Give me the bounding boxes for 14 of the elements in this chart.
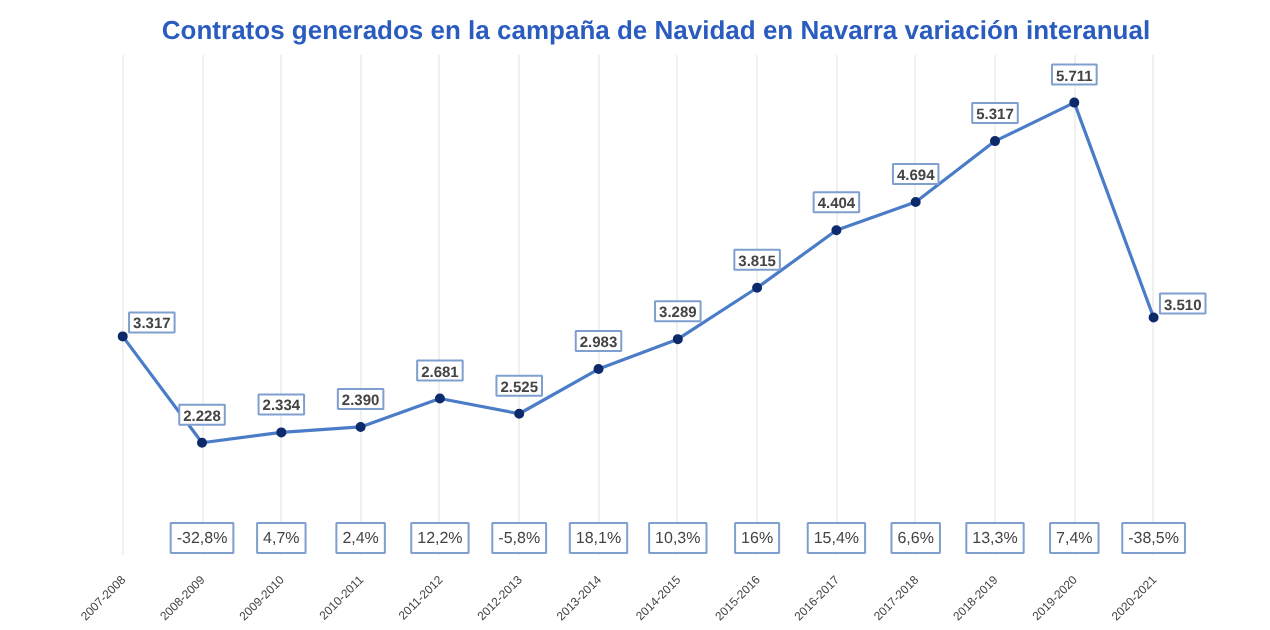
text: 2,4% bbox=[342, 528, 379, 547]
text: 4,7% bbox=[263, 528, 300, 547]
text: 18,1% bbox=[575, 528, 622, 547]
text: 16% bbox=[741, 528, 774, 547]
text: 13,3% bbox=[972, 528, 1018, 547]
text: -38,5% bbox=[1128, 528, 1179, 547]
text: -5,8% bbox=[498, 528, 541, 547]
text: -32,8% bbox=[176, 528, 228, 547]
text: 12,2% bbox=[417, 528, 463, 547]
text: 10,3% bbox=[655, 528, 701, 547]
text: 6,6% bbox=[897, 528, 934, 547]
text: 15,4% bbox=[813, 528, 860, 547]
chart-title: Contratos generados en la campaña de Navidad en Navarra variación interanual bbox=[161, 15, 1151, 45]
text: 7,4% bbox=[1056, 528, 1093, 547]
